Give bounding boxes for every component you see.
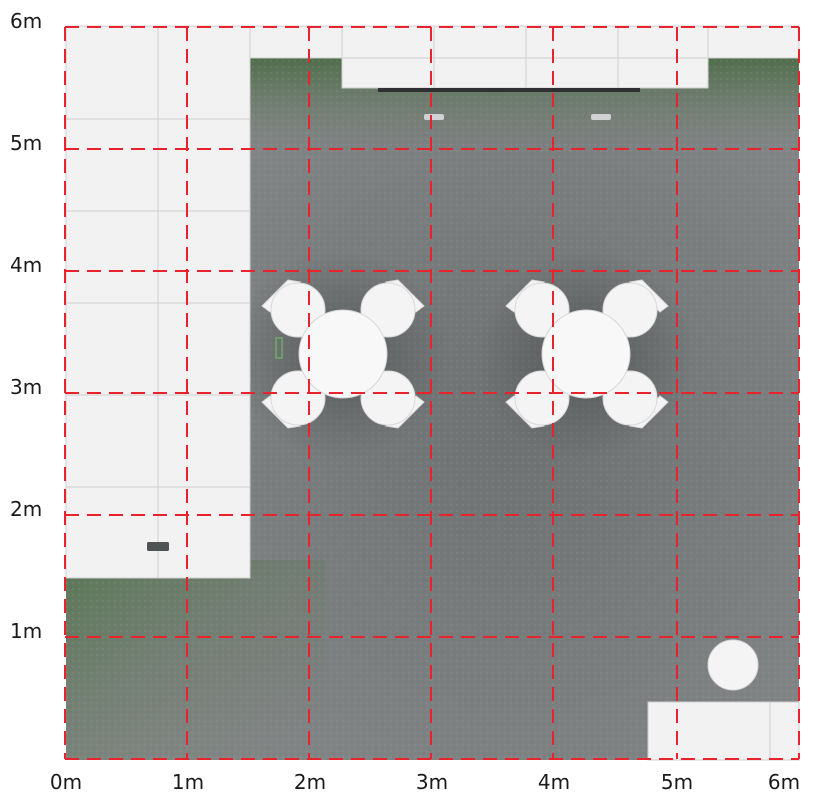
round-table	[298, 309, 388, 399]
measurement-grid	[64, 26, 800, 760]
counter-edge	[378, 88, 640, 92]
table-group-right	[505, 279, 669, 429]
wall-spotlight-left	[424, 114, 444, 120]
left-wall-panels	[65, 25, 251, 579]
x-axis-label-4m: 4m	[537, 770, 571, 794]
y-axis-label-3m: 3m	[10, 375, 43, 399]
wall-spotlight-right	[591, 114, 611, 120]
door-handle	[147, 542, 169, 551]
small-object	[275, 337, 283, 359]
y-axis-label-2m: 2m	[10, 497, 43, 521]
top-wall-panels	[249, 25, 800, 89]
stool	[707, 639, 759, 691]
x-axis-label-0m: 0m	[49, 770, 83, 794]
x-axis-label-2m: 2m	[293, 770, 327, 794]
y-axis-label-4m: 4m	[10, 253, 43, 277]
y-axis-label-5m: 5m	[10, 131, 43, 155]
table-group-left	[261, 279, 425, 429]
x-axis-label-6m: 6m	[767, 770, 801, 794]
x-axis-label-1m: 1m	[171, 770, 205, 794]
x-axis-label-5m: 5m	[660, 770, 694, 794]
y-axis-label-1m: 1m	[10, 619, 43, 643]
round-table	[541, 309, 631, 399]
x-axis-label-3m: 3m	[415, 770, 449, 794]
y-axis-label-6m: 6m	[10, 9, 43, 33]
bottom-right-counter	[647, 701, 800, 761]
